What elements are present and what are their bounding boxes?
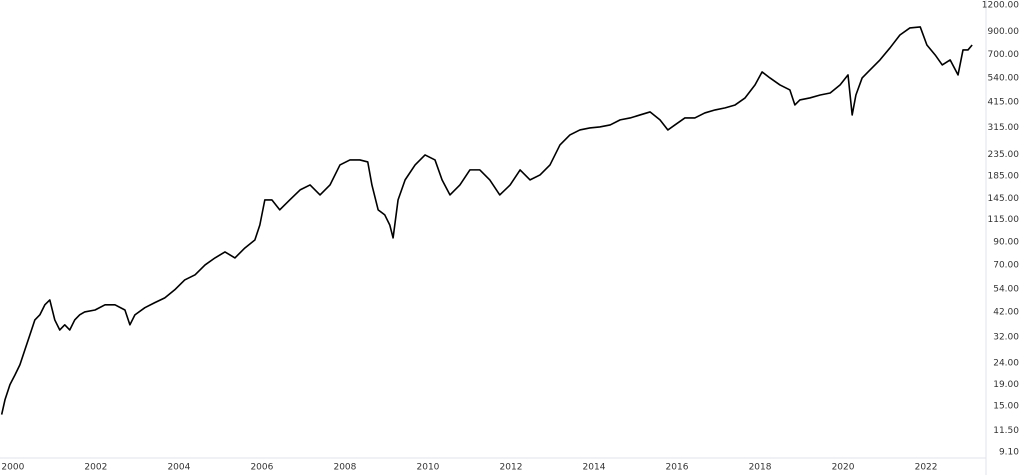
- x-tick-label: 2004: [167, 463, 190, 473]
- y-tick-label: 185.00: [988, 172, 1020, 182]
- y-tick-label: 315.00: [988, 123, 1020, 133]
- x-tick-label: 2018: [749, 463, 772, 473]
- x-tick-label: 2020: [832, 463, 855, 473]
- y-tick-label: 15.00: [993, 402, 1019, 412]
- y-tick-label: 700.00: [988, 50, 1020, 60]
- y-tick-label: 900.00: [988, 27, 1020, 37]
- x-tick-label: 2000: [1, 463, 24, 473]
- y-tick-label: 24.00: [993, 359, 1019, 369]
- price-line: [0, 26, 973, 415]
- x-tick-label: 2022: [915, 463, 938, 473]
- x-tick-label: 2006: [250, 463, 273, 473]
- y-tick-label: 115.00: [988, 215, 1020, 225]
- y-tick-label: 145.00: [988, 194, 1020, 204]
- y-tick-label: 70.00: [993, 261, 1019, 271]
- y-tick-label: 42.00: [993, 307, 1019, 317]
- y-tick-label: 54.00: [993, 284, 1019, 294]
- x-tick-label: 2012: [500, 463, 523, 473]
- y-tick-label: 235.00: [988, 150, 1020, 160]
- x-tick-label: 2008: [333, 463, 356, 473]
- x-tick-label: 2016: [666, 463, 689, 473]
- x-tick-label: 2010: [417, 463, 440, 473]
- x-tick-label: 2002: [84, 463, 107, 473]
- y-tick-label: 540.00: [988, 74, 1020, 84]
- y-tick-label: 90.00: [993, 238, 1019, 248]
- x-tick-label: 2014: [583, 463, 606, 473]
- y-tick-label: 32.00: [993, 332, 1019, 342]
- y-tick-label: 9.10: [999, 448, 1019, 458]
- y-tick-label: 1200.00: [982, 0, 1019, 10]
- y-tick-label: 11.50: [993, 426, 1019, 436]
- y-tick-label: 19.00: [993, 380, 1019, 390]
- y-tick-label: 415.00: [988, 98, 1020, 108]
